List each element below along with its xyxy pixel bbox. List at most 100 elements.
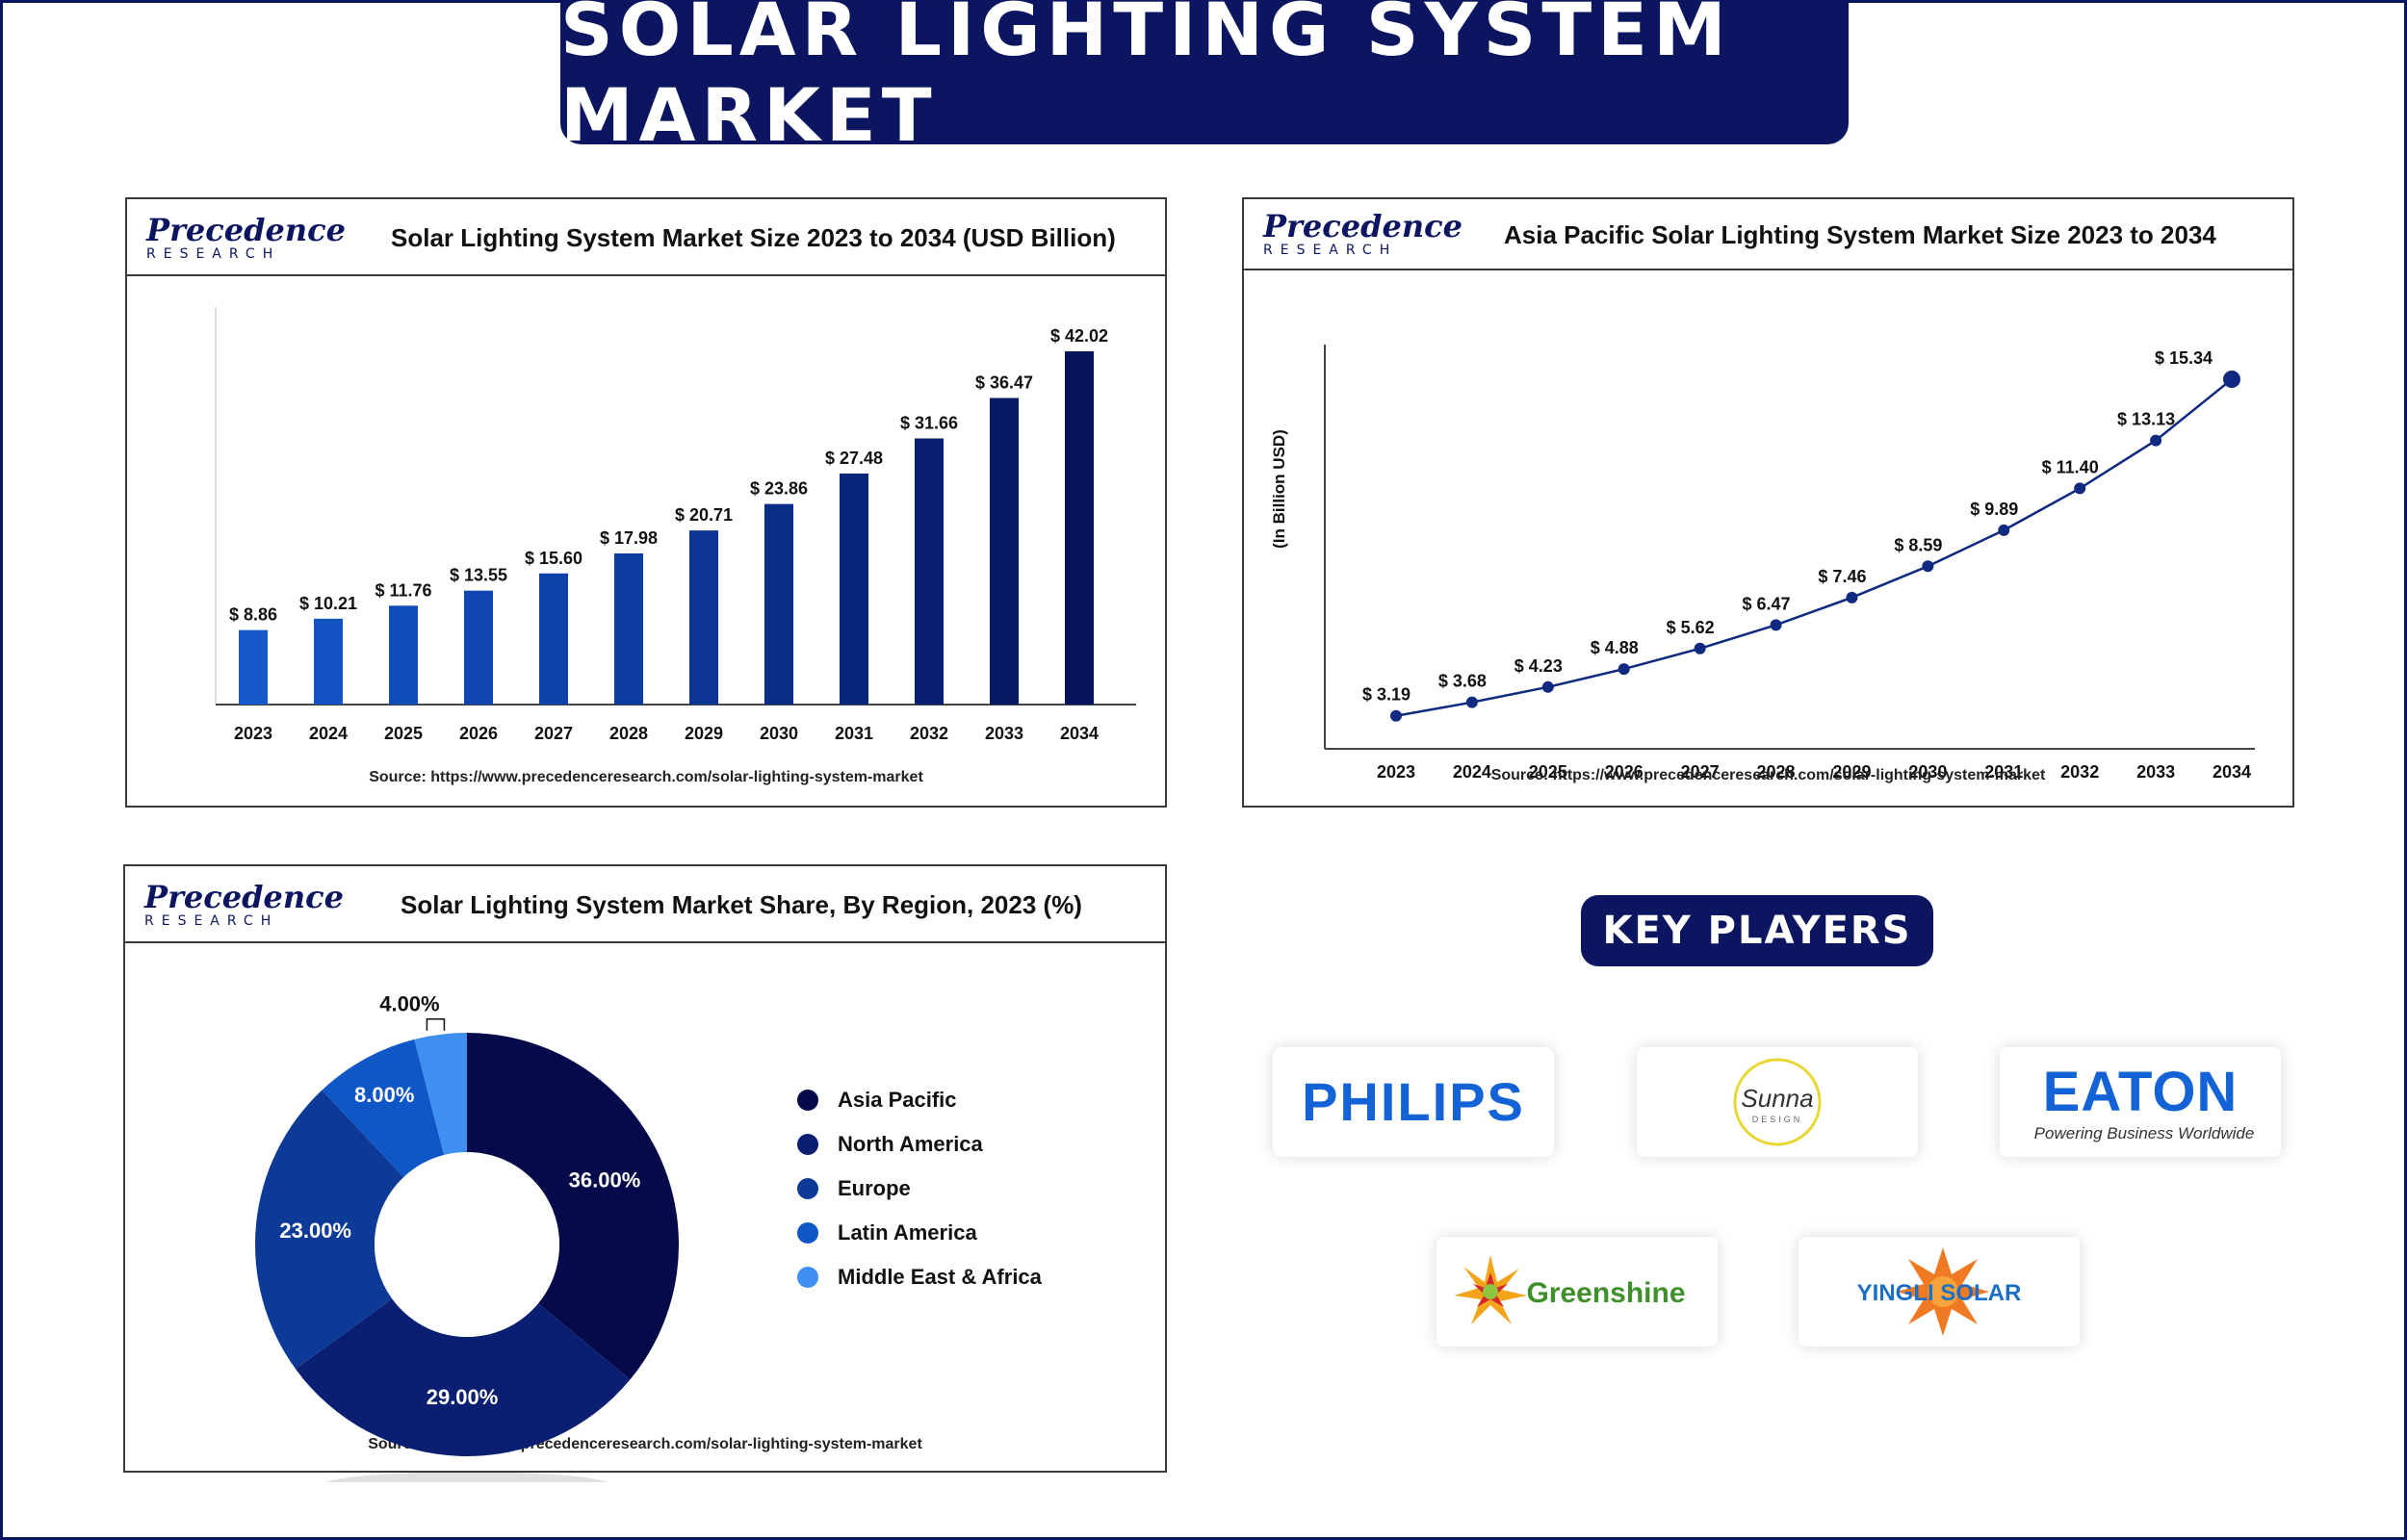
bar-chart-panel: Precedence RESEARCH Solar Lighting Syste…: [125, 197, 1167, 808]
legend-label: Asia Pacific: [838, 1088, 957, 1112]
bar-x-tick-label: 2025: [384, 724, 423, 743]
philips-logo: PHILIPS: [1302, 1071, 1523, 1132]
legend-label: Latin America: [838, 1220, 977, 1245]
line-data-label: $ 4.23: [1514, 656, 1563, 676]
title-banner: SOLAR LIGHTING SYSTEM MARKET: [560, 0, 1849, 158]
donut-chart: 36.00% 29.00% 23.00% 8.00% 4.00%: [255, 992, 679, 1482]
donut-slice-label: 36.00%: [569, 1168, 641, 1193]
line-point: [1770, 619, 1782, 631]
donut-slice-label: 8.00%: [354, 1083, 414, 1107]
line-point: [1846, 591, 1858, 603]
legend-label: North America: [838, 1132, 983, 1156]
bar-chart-title: Solar Lighting System Market Size 2023 t…: [391, 222, 1116, 252]
logo-subtext: RESEARCH: [1263, 243, 1398, 258]
page-title: SOLAR LIGHTING SYSTEM MARKET: [560, 0, 1732, 158]
line-x-tick-label: 2032: [2060, 762, 2099, 782]
sunna-logo: Sunna DESIGN: [1733, 1058, 1822, 1146]
line-point: [1541, 680, 1554, 693]
bar: [689, 530, 718, 705]
line-data-label: $ 7.46: [1818, 567, 1866, 586]
donut-slice-label: 29.00%: [427, 1385, 499, 1409]
bar-x-tick-label: 2030: [760, 724, 798, 743]
bar-chart-source: Source: https://www.precedenceresearch.c…: [369, 769, 923, 785]
player-card-philips[interactable]: PHILIPS: [1273, 1047, 1554, 1157]
player-card-yingli[interactable]: YINGLI SOLAR: [1799, 1237, 2080, 1347]
sunna-tagline: DESIGN: [1752, 1115, 1803, 1124]
bar-x-tick-label: 2027: [534, 724, 573, 743]
eaton-logo: EATON Powering Business Worldwide: [2034, 1061, 2255, 1142]
line-point: [2074, 482, 2086, 495]
line-series: [1395, 378, 2233, 717]
eaton-tagline: Powering Business Worldwide: [2034, 1124, 2255, 1142]
legend-swatch: [797, 1090, 818, 1111]
line-chart-title: Asia Pacific Solar Lighting System Marke…: [1504, 219, 2216, 249]
legend-swatch: [797, 1134, 818, 1155]
legend-label: Middle East & Africa: [838, 1265, 1042, 1289]
bar-x-tick-label: 2029: [685, 724, 723, 743]
legend-item: North America: [797, 1122, 1042, 1167]
line-chart-source: Source: https://www.precedenceresearch.c…: [1490, 767, 2046, 783]
legend-item: Latin America: [797, 1211, 1042, 1255]
bar: [990, 398, 1019, 705]
player-card-eaton[interactable]: EATON Powering Business Worldwide: [2000, 1047, 2281, 1157]
line-x-tick-label: 2031: [1984, 762, 2023, 782]
yingli-logo: YINGLI SOLAR: [1857, 1247, 2022, 1336]
bar: [915, 438, 944, 705]
line-data-label: $ 8.59: [1894, 535, 1942, 554]
logo-wordmark: Precedence: [144, 879, 344, 915]
line-data-label: $ 5.62: [1667, 618, 1715, 637]
bar: [464, 590, 493, 705]
line-point: [1618, 663, 1630, 676]
bar: [614, 552, 643, 705]
logo-wordmark: Precedence: [146, 212, 346, 248]
line-point: [2223, 370, 2240, 388]
bar-data-label: $ 20.71: [675, 505, 733, 525]
bar: [764, 503, 793, 705]
line-point: [1465, 696, 1478, 708]
bar-data-label: $ 31.66: [900, 414, 958, 433]
greenshine-wordmark: Greenshine: [1526, 1277, 1685, 1309]
bar: [239, 629, 268, 705]
yingli-wordmark: YINGLI SOLAR: [1857, 1280, 2022, 1306]
bar-x-tick-label: 2033: [985, 724, 1023, 743]
line-x-tick-label: 2027: [1681, 762, 1720, 782]
bar-data-label: $ 42.02: [1050, 326, 1108, 346]
line-point: [1922, 560, 1934, 573]
donut-slice-label: 23.00%: [279, 1219, 351, 1243]
legend-item: Middle East & Africa: [797, 1255, 1042, 1299]
donut-hole: [375, 1152, 559, 1337]
donut-legend: Asia Pacific North America Europe Latin Ame…: [797, 1078, 1042, 1299]
line-x-tick-label: 2029: [1832, 762, 1871, 782]
line-point: [1390, 709, 1402, 722]
legend-swatch: [797, 1222, 818, 1244]
player-card-greenshine[interactable]: Greenshine: [1436, 1237, 1718, 1347]
donut-chart-title: Solar Lighting System Market Share, By R…: [401, 889, 1082, 919]
eaton-wordmark: EATON: [2043, 1061, 2239, 1123]
line-chart-panel: Precedence RESEARCH Asia Pacific Solar L…: [1242, 197, 2294, 808]
bar-data-label: $ 11.76: [375, 580, 431, 600]
bar-panel-header: Precedence RESEARCH Solar Lighting Syste…: [127, 199, 1165, 276]
donut-shadow: [325, 1472, 608, 1482]
legend-label: Europe: [838, 1176, 911, 1200]
bar-x-tick-label: 2032: [910, 724, 948, 743]
line-x-tick-label: 2034: [2213, 762, 2251, 782]
bar: [539, 573, 568, 705]
line-data-label: $ 3.19: [1362, 685, 1411, 705]
player-card-sunna[interactable]: Sunna DESIGN: [1637, 1047, 1918, 1157]
bar-x-tick-label: 2028: [609, 724, 648, 743]
logo-wordmark: Precedence: [1263, 208, 1462, 244]
logo-subtext: RESEARCH: [146, 246, 281, 262]
bar-data-label: $ 27.48: [825, 449, 883, 468]
line-x-tick-label: 2026: [1605, 762, 1643, 782]
line-x-tick-label: 2023: [1377, 762, 1415, 782]
line-x-tick-label: 2028: [1757, 762, 1796, 782]
bar: [840, 474, 868, 705]
donut-leader-line: [426, 1017, 446, 1031]
legend-swatch: [797, 1178, 818, 1199]
bar-x-tick-label: 2034: [1060, 724, 1099, 743]
line-x-tick-label: 2025: [1529, 762, 1567, 782]
bar: [314, 618, 343, 705]
bar-data-label: $ 17.98: [600, 528, 658, 548]
donut-slice: [296, 1298, 631, 1456]
line-data-label: $ 6.47: [1743, 594, 1791, 613]
